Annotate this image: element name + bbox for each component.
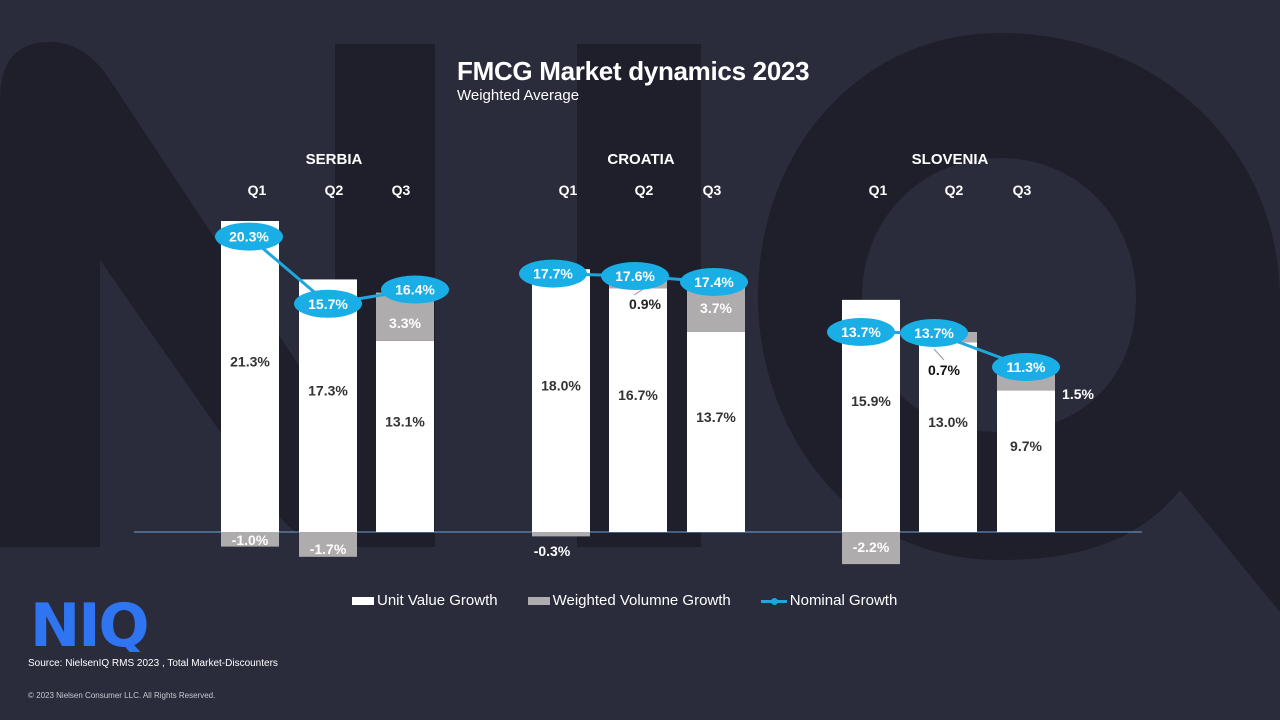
- legend-item-weighted-volume: Weighted Volumne Growth: [527, 592, 731, 609]
- nominal-growth-marker: [680, 267, 748, 296]
- quarter-label: Q2: [635, 182, 654, 198]
- country-label-slovenia: SLOVENIA: [912, 151, 989, 168]
- quarter-label: Q1: [248, 182, 267, 198]
- legend: Unit Value Growth Weighted Volumne Growt…: [352, 592, 927, 609]
- label-unit-value: 13.0%: [928, 414, 968, 430]
- label-nominal: 17.4%: [694, 274, 734, 290]
- label-nominal: 11.3%: [1007, 359, 1046, 375]
- label-weighted-volume: 0.7%: [928, 362, 960, 378]
- source-note: Source: NielsenIQ RMS 2023 , Total Marke…: [28, 658, 278, 669]
- bar-unit-value: [532, 269, 590, 532]
- leader-line: [933, 348, 945, 361]
- label-weighted-volume: 1.5%: [1062, 386, 1094, 402]
- label-weighted-volume: -0.3%: [534, 543, 571, 559]
- quarter-label: Q3: [392, 182, 411, 198]
- bar-unit-value: [997, 390, 1055, 532]
- label-nominal: 13.7%: [914, 325, 954, 341]
- country-label-serbia: SERBIA: [306, 151, 363, 168]
- nominal-growth-marker: [519, 259, 587, 288]
- quarter-label: Q2: [945, 182, 964, 198]
- legend-item-unit-value: Unit Value Growth: [352, 592, 498, 609]
- label-unit-value: 21.3%: [230, 354, 270, 370]
- legend-line-marker-icon: [760, 596, 787, 606]
- legend-label-unit-value: Unit Value Growth: [377, 592, 498, 609]
- label-unit-value: 15.9%: [851, 393, 891, 409]
- bar-unit-value: [919, 342, 977, 532]
- label-weighted-volume: -2.2%: [853, 539, 890, 555]
- label-unit-value: 13.1%: [385, 413, 425, 429]
- copyright-note: © 2023 Nielsen Consumer LLC. All Rights …: [28, 691, 216, 700]
- bar-unit-value: [299, 279, 357, 532]
- nominal-growth-marker: [215, 222, 283, 251]
- bar-weighted-volume: [532, 532, 590, 537]
- label-weighted-volume: 3.3%: [389, 315, 421, 331]
- quarter-label: Q2: [325, 182, 344, 198]
- nominal-growth-marker: [294, 289, 362, 318]
- nominal-growth-marker: [827, 317, 895, 346]
- chart-title: FMCG Market dynamics 2023: [457, 56, 810, 86]
- bar-weighted-volume: [221, 532, 279, 547]
- niq-logo-text: NIQ: [30, 598, 148, 652]
- legend-swatch-weighted-volume: [527, 596, 550, 605]
- label-weighted-volume: 0.9%: [629, 296, 661, 312]
- label-unit-value: 16.7%: [618, 387, 658, 403]
- country-label-croatia: CROATIA: [607, 151, 674, 168]
- quarter-label: Q3: [703, 182, 722, 198]
- nominal-growth-marker: [601, 262, 669, 291]
- label-nominal: 17.6%: [615, 268, 655, 284]
- bar-weighted-volume: [842, 532, 900, 565]
- label-weighted-volume: 3.7%: [700, 300, 732, 316]
- label-nominal: 16.4%: [395, 282, 435, 298]
- label-weighted-volume: -1.7%: [310, 541, 347, 557]
- label-unit-value: 18.0%: [541, 378, 581, 394]
- bar-unit-value: [687, 331, 745, 532]
- label-unit-value: 9.7%: [1010, 438, 1042, 454]
- nominal-growth-marker: [381, 275, 449, 304]
- quarter-label: Q1: [559, 182, 578, 198]
- bar-unit-value: [221, 221, 279, 532]
- label-unit-value: 17.3%: [308, 383, 348, 399]
- bar-unit-value: [376, 340, 434, 532]
- legend-label-weighted-volume: Weighted Volumne Growth: [552, 592, 731, 609]
- nominal-growth-marker: [992, 353, 1060, 382]
- legend-label-nominal: Nominal Growth: [789, 592, 898, 609]
- label-nominal: 13.7%: [841, 324, 881, 340]
- quarter-label: Q1: [869, 182, 888, 198]
- quarter-label: Q3: [1013, 182, 1032, 198]
- bar-weighted-volume: [299, 532, 357, 557]
- label-nominal: 15.7%: [308, 296, 348, 312]
- niq-logo: NIQ: [30, 598, 150, 652]
- label-nominal: 20.3%: [229, 229, 269, 245]
- bar-unit-value: [609, 288, 667, 532]
- chart-subtitle: Weighted Average: [457, 87, 580, 104]
- label-weighted-volume: -1.0%: [232, 532, 269, 548]
- nominal-growth-marker: [900, 318, 968, 347]
- legend-swatch-unit-value: [352, 596, 374, 605]
- label-nominal: 17.7%: [533, 266, 573, 282]
- legend-item-nominal: Nominal Growth: [760, 592, 898, 609]
- label-unit-value: 13.7%: [696, 409, 736, 425]
